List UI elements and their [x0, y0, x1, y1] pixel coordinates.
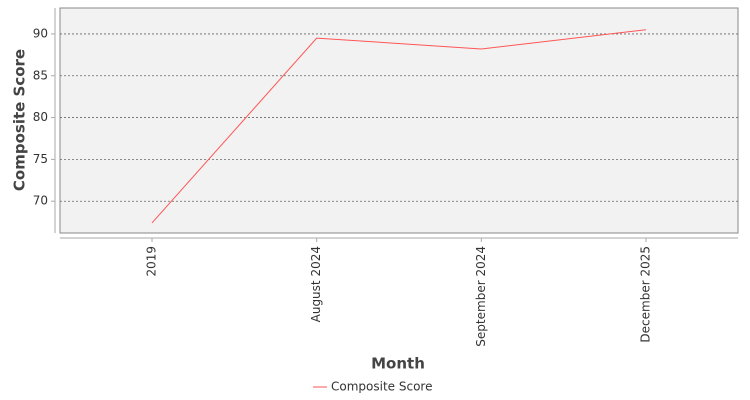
plot-area	[59, 7, 739, 234]
x-tick-label: December 2025	[639, 246, 653, 343]
y-tick-label: 80	[33, 110, 48, 124]
y-tick-label: 85	[33, 68, 48, 82]
y-tick-label: 75	[33, 152, 48, 166]
y-axis-title: Composite Score	[11, 49, 29, 191]
x-axis-title: Month	[371, 355, 425, 373]
series-line	[151, 29, 647, 224]
x-tick-label: September 2024	[474, 246, 488, 347]
x-tick-label: August 2024	[309, 246, 323, 322]
y-tick-label: 90	[33, 26, 48, 40]
legend-label: Composite Score	[331, 380, 432, 394]
x-tick-label: 2019	[145, 246, 159, 277]
y-tick-label: 70	[33, 194, 48, 208]
